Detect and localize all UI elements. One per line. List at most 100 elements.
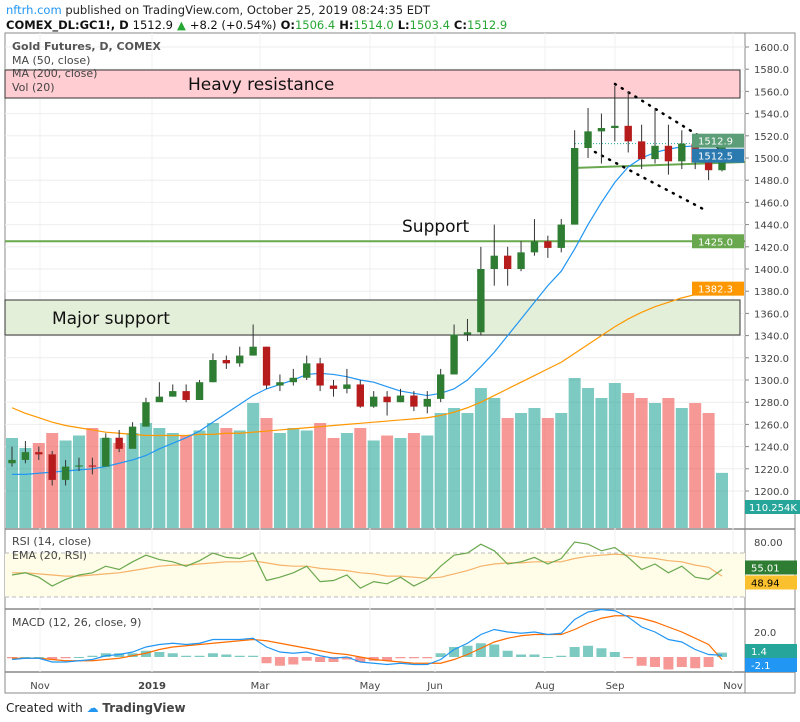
macd-histogram-bar [127,653,138,657]
rsi-tag-bg [745,560,797,575]
candle-body [490,255,498,269]
support-tag-bg [692,234,744,249]
volume-bar [381,435,394,528]
legend-ma200[interactable]: MA (200, close) [12,67,98,80]
candle-body [249,346,257,356]
rsi-ema-line [12,553,723,579]
volume-bar [153,428,166,528]
macd-histogram-bar [181,655,192,657]
candle-body [222,360,231,364]
low-label: L: [397,18,410,32]
ma50-line [12,143,723,475]
volume-bar [568,378,581,528]
volume-bar [32,443,45,528]
candle-body [88,465,97,467]
price-tick-label: 1580.0 [754,65,789,76]
macd-histogram-bar [542,657,553,658]
price-tick-label: 1320.0 [754,354,789,365]
last-price: 1512.9 [132,18,173,32]
candle-body [410,395,418,407]
legend-ema[interactable]: EMA (20, RSI) [12,549,87,562]
macd-histogram-bar [73,657,84,658]
legend-rsi[interactable]: RSI (14, close) [12,535,92,548]
price-tick-label: 1380.0 [754,287,789,298]
macd-histogram-bar [556,655,567,657]
candle-body [195,382,204,400]
candle-body [48,454,56,480]
volume-bar [608,383,621,528]
candle-body [463,332,472,335]
legend-vol[interactable]: Vol (20) [12,81,55,94]
ma50-tag-bg [692,148,744,163]
volume-bar [702,413,715,528]
price-tick-label: 1360.0 [754,309,789,320]
rsi-tag: 55.01 [751,563,780,574]
candle-body [517,252,525,269]
volume-bar [367,440,380,528]
volume-bar [300,430,313,528]
macd-histogram-bar [609,652,620,657]
volume-bar [287,428,300,528]
volume-bar [448,408,461,528]
footer-brand[interactable]: TradingView [102,701,186,715]
time-tick-label: Mar [251,681,271,692]
macd-tick-label: 20.0 [754,628,776,639]
volume-bar [72,435,85,528]
volume-bar [461,413,474,528]
volume-bar [340,433,353,528]
candle-body [316,363,324,386]
annotation-heavy-resistance: Heavy resistance [188,75,335,95]
open-label: O: [280,18,295,32]
support-tag: 1425.0 [698,237,733,248]
macd-histogram-bar [207,653,218,657]
candle-body [597,128,606,132]
candle-body [128,426,137,449]
time-tick-label: Jun [426,681,443,692]
macd-histogram-bar [623,657,634,659]
volume-bar [716,472,728,528]
candle-body [383,396,391,403]
candle-body [423,398,431,407]
price-tick-label: 1540.0 [754,110,789,121]
time-tick-label: Aug [535,681,555,692]
macd-histogram-bar [7,657,17,659]
volume-bar [126,433,139,528]
legend-title: Gold Futures, D, COMEX [12,40,161,53]
volume-bar [220,428,233,528]
volume-bar [541,418,554,528]
macd-histogram-bar [516,654,527,657]
macd-histogram-bar [676,657,687,667]
candle-body [477,269,485,333]
macd-histogram-bar [382,657,393,661]
macd-histogram-bar [20,657,31,658]
candle-body [450,334,458,375]
macd-histogram-bar [47,657,58,660]
candle-body [704,162,713,171]
macd-histogram-bar [502,650,513,657]
volume-bar [273,433,286,528]
price-tick-label: 1600.0 [754,43,789,54]
candle-body [289,377,298,383]
candle-body [115,437,123,449]
volume-bar [582,388,595,528]
candle-body [61,466,70,480]
macd-histogram-bar [234,655,245,657]
macd-histogram-bar [167,653,178,657]
macd-histogram-bar [422,657,433,659]
site-link[interactable]: nftrh.com [6,3,62,17]
publish-line: nftrh.com published on TradingView.com, … [6,3,430,17]
legend-ma50[interactable]: MA (50, close) [12,54,91,67]
symbol-line: COMEX_DL:GC1!, D 1512.9 ▲ +8.2 (+0.54%) … [6,18,507,32]
macd-histogram-bar [569,647,580,657]
candle-body [611,125,619,129]
volume-tag-bg [745,500,800,514]
candle-body [370,396,378,407]
legend-macd[interactable]: MACD (12, 26, close, 9) [12,616,142,629]
triangle-upper-line [613,82,737,160]
price-tick-label: 1480.0 [754,176,789,187]
last-price-tag: 1512.9 [698,137,733,148]
macd-histogram-bar [328,657,339,662]
macd-histogram-bar [690,657,701,669]
volume-bar [488,398,501,528]
